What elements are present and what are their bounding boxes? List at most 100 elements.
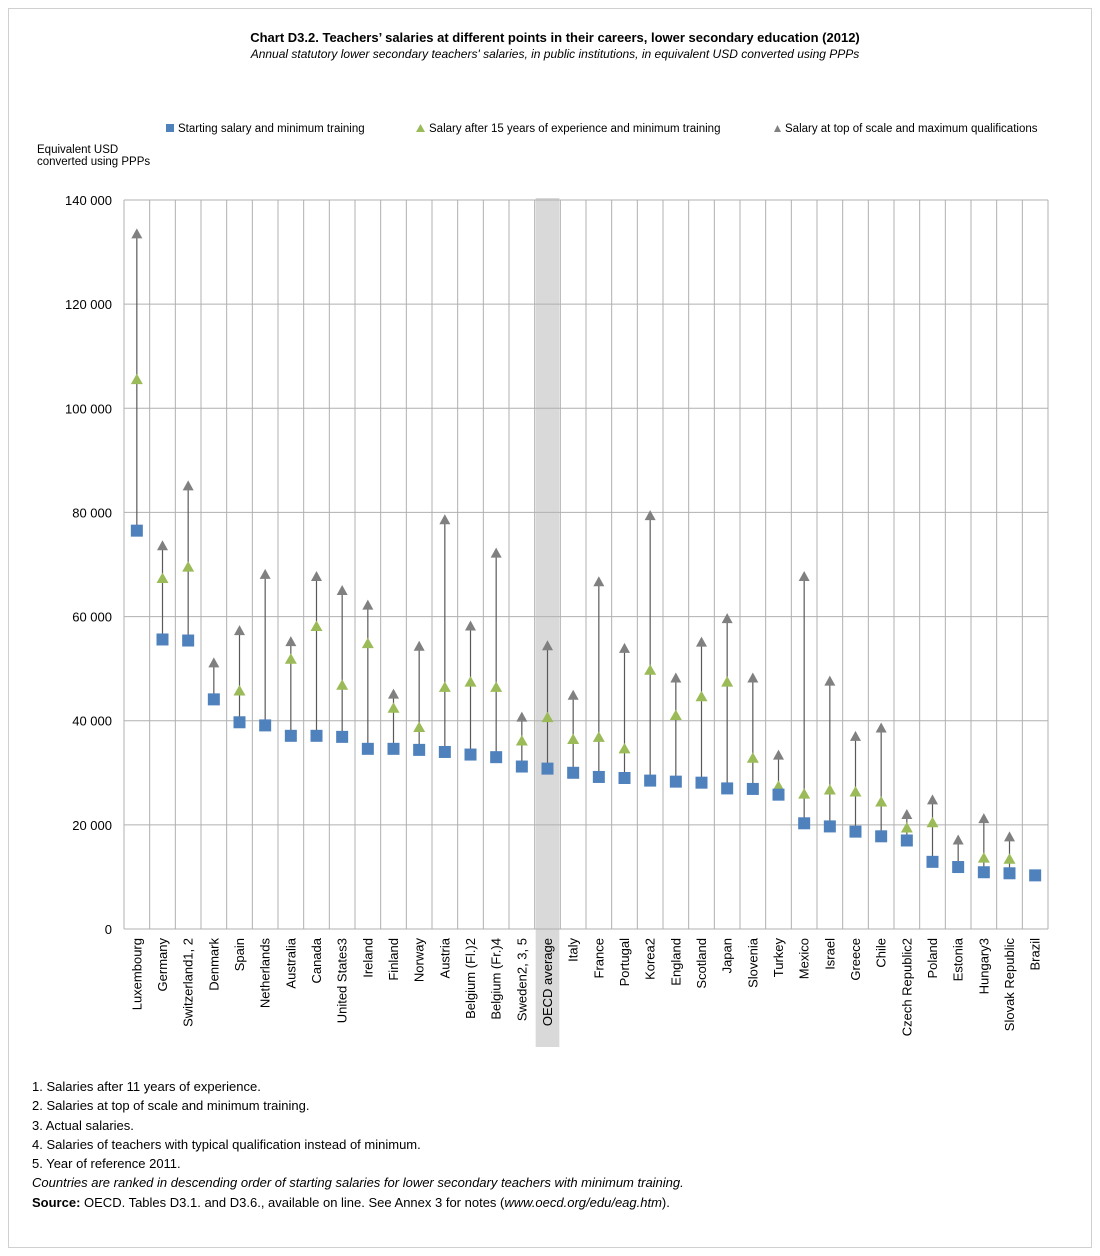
starting-salary-point — [361, 742, 374, 755]
top-salary-point — [798, 570, 810, 581]
source-line: Source: OECD. Tables D3.1. and D3.6., av… — [32, 1193, 684, 1212]
after15-salary-point — [618, 742, 631, 754]
top-salary-point — [362, 599, 374, 610]
y-tick-label: 40 000 — [72, 714, 112, 729]
x-category-label: Israel — [822, 938, 837, 970]
starting-salary-point — [977, 866, 990, 879]
starting-salary-point — [746, 782, 759, 795]
starting-salary-point — [336, 730, 349, 743]
y-tick-label: 100 000 — [65, 401, 112, 416]
x-category-label: Germany — [155, 938, 170, 992]
top-salary-point — [413, 640, 425, 651]
starting-salary-point — [772, 788, 785, 801]
starting-salary-point — [515, 760, 528, 773]
after15-salary-point — [900, 821, 913, 833]
x-category-label: Turkey — [771, 938, 786, 978]
after15-salary-point — [361, 637, 374, 649]
x-category-label: Mexico — [797, 938, 812, 979]
top-salary-point — [516, 711, 528, 722]
after15-salary-point — [721, 676, 734, 687]
small-triangle-marker-icon — [774, 123, 781, 135]
starting-salary-point — [541, 762, 554, 775]
top-salary-point — [311, 570, 322, 581]
starting-salary-point — [875, 830, 888, 843]
starting-salary-point — [233, 716, 246, 729]
figure-frame — [8, 8, 1092, 1248]
highlight-band — [535, 198, 560, 1047]
after15-salary-point — [541, 711, 554, 723]
top-salary-point — [157, 540, 168, 551]
top-salary-point — [773, 749, 784, 760]
x-category-label: Korea2 — [643, 938, 658, 980]
after15-salary-point — [310, 620, 323, 631]
starting-salary-point — [464, 748, 477, 761]
after15-salary-point — [464, 676, 477, 687]
legend-label-starting: Starting salary and minimum training — [178, 123, 365, 135]
legend-label-top: Salary at top of scale and maximum quali… — [785, 123, 1038, 135]
starting-salary-point — [644, 774, 657, 787]
x-category-label: Ireland — [360, 938, 375, 978]
after15-salary-point — [233, 685, 246, 696]
starting-salary-point — [567, 766, 580, 779]
top-salary-point — [208, 657, 220, 668]
after15-salary-point — [772, 780, 785, 791]
y-tick-label: 60 000 — [72, 610, 112, 625]
top-salary-point — [182, 480, 194, 491]
starting-salary-point — [849, 825, 862, 838]
x-category-label: Luxembourg — [129, 938, 144, 1010]
chart-plot: 0 20 000 40 000 60 000 80 000 100 000 120 000 1… — [65, 193, 1049, 1047]
x-category-label: Canada — [309, 937, 324, 983]
starting-salary-point — [387, 742, 400, 755]
top-salary-point — [619, 642, 630, 653]
top-salary-point — [978, 813, 990, 824]
after15-salary-point — [849, 786, 862, 797]
top-salary-point — [542, 640, 553, 651]
x-category-label: England — [668, 938, 683, 986]
x-category-label: Denmark — [206, 938, 221, 991]
top-salary-point — [644, 510, 656, 521]
top-salary-point — [824, 675, 836, 686]
legend-item-top: Salary at top of scale and maximum quali… — [774, 123, 1037, 135]
after15-salary-point — [695, 690, 708, 702]
starting-salary-point — [721, 782, 734, 795]
top-salary-point — [593, 576, 605, 587]
top-salary-point — [952, 834, 964, 845]
after15-salary-point — [746, 752, 759, 763]
starting-salary-point — [130, 524, 143, 537]
x-category-label: Poland — [925, 938, 940, 978]
starting-salary-point — [926, 855, 939, 868]
source-link[interactable]: www.oecd.org/edu/eag.htm — [504, 1194, 662, 1210]
starting-salary-point — [182, 634, 195, 647]
x-category-label: Japan — [720, 938, 735, 973]
after15-salary-point — [926, 816, 939, 828]
x-category-label: Australia — [283, 937, 298, 988]
x-category-label: Switzerland1, 2 — [181, 938, 196, 1027]
top-salary-point — [490, 547, 502, 558]
starting-salary-point — [592, 770, 605, 783]
top-salary-point — [336, 585, 348, 596]
x-category-label: Spain — [232, 938, 247, 971]
starting-salary-point — [207, 693, 220, 706]
top-salary-point — [670, 672, 682, 683]
legend-label-after15: Salary after 15 years of experience and … — [429, 123, 721, 135]
triangle-marker-icon — [416, 123, 425, 135]
x-category-label: Portugal — [617, 938, 632, 987]
after15-salary-point — [336, 679, 349, 690]
note-1: 1. Salaries after 11 years of experience… — [32, 1079, 261, 1094]
x-category-label: Slovenia — [745, 937, 760, 988]
after15-salary-point — [567, 733, 580, 744]
top-salary-point — [850, 730, 861, 741]
starting-salary-point — [1029, 869, 1042, 882]
starting-salary-point — [1003, 867, 1016, 880]
x-category-label: Belgium (Fr.)4 — [489, 938, 504, 1020]
ranking-note: Countries are ranked in descending order… — [32, 1175, 684, 1191]
x-category-label: OECD average — [540, 938, 555, 1026]
starting-salary-point — [618, 771, 631, 784]
after15-salary-point — [875, 795, 888, 807]
top-salary-point — [901, 808, 913, 819]
starting-salary-point — [284, 729, 297, 742]
after15-salary-point — [1003, 853, 1016, 864]
top-salary-point — [696, 636, 707, 647]
starting-salary-point — [823, 820, 836, 833]
starting-salary-point — [413, 743, 426, 756]
